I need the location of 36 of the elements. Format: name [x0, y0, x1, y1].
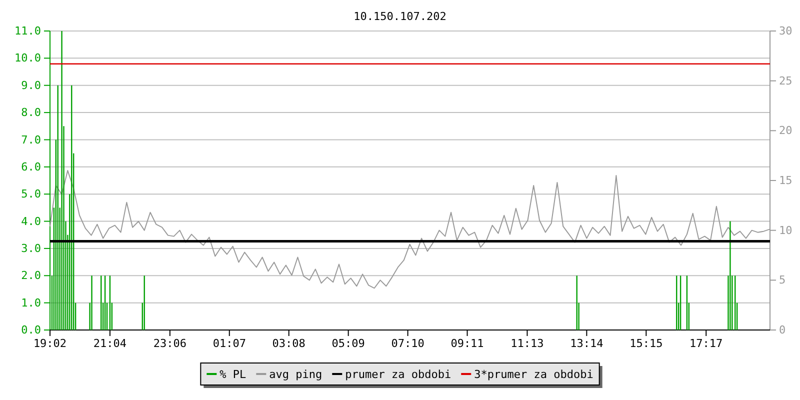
y-tick-label: 3.0	[21, 242, 41, 255]
y-tick-label: 4.0	[21, 214, 41, 228]
y-tick-label: 9.0	[21, 78, 41, 92]
y2-tick-label: 25	[779, 74, 792, 88]
y-tick-label: 11.0	[14, 24, 41, 38]
x-tick-label: 21:04	[93, 336, 127, 350]
x-tick-label: 09:11	[450, 336, 484, 350]
x-tick-label: 11:13	[510, 336, 544, 350]
x-tick-label: 23:06	[153, 336, 186, 350]
x-tick-label: 07:10	[391, 336, 424, 350]
y-tick-label: 2.0	[21, 269, 41, 282]
y2-tick-label: 30	[779, 24, 792, 38]
y2-tick-label: 20	[779, 124, 792, 138]
y2-tick-label: 10	[779, 224, 792, 237]
y2-tick-label: 15	[779, 174, 792, 188]
x-tick-label: 15:15	[630, 336, 663, 350]
x-tick-label: 19:02	[33, 336, 67, 350]
y-tick-label: 5.0	[21, 188, 41, 201]
y-tick-label: 0.0	[21, 324, 41, 337]
y-tick-label: 6.0	[21, 160, 41, 174]
y-tick-label: 8.0	[21, 106, 41, 120]
y2-tick-label: 0	[779, 324, 786, 337]
x-tick-label: 13:14	[570, 336, 604, 350]
chart-title: 10.150.107.202	[354, 10, 446, 23]
y-tick-label: 10.0	[14, 52, 41, 65]
legend-label: % PL	[220, 368, 247, 381]
x-tick-label: 01:07	[212, 336, 246, 350]
x-tick-label: 03:08	[272, 336, 306, 350]
y2-tick-label: 5	[779, 274, 786, 287]
y-tick-label: 1.0	[21, 296, 41, 310]
x-tick-label: 05:09	[332, 336, 365, 350]
legend-label: avg ping	[269, 368, 322, 381]
legend-label: prumer za obdobi	[345, 368, 452, 381]
y-tick-label: 7.0	[21, 133, 41, 146]
x-tick-label: 17:17	[690, 336, 723, 350]
legend-label: 3*prumer za obdobi	[474, 368, 594, 381]
